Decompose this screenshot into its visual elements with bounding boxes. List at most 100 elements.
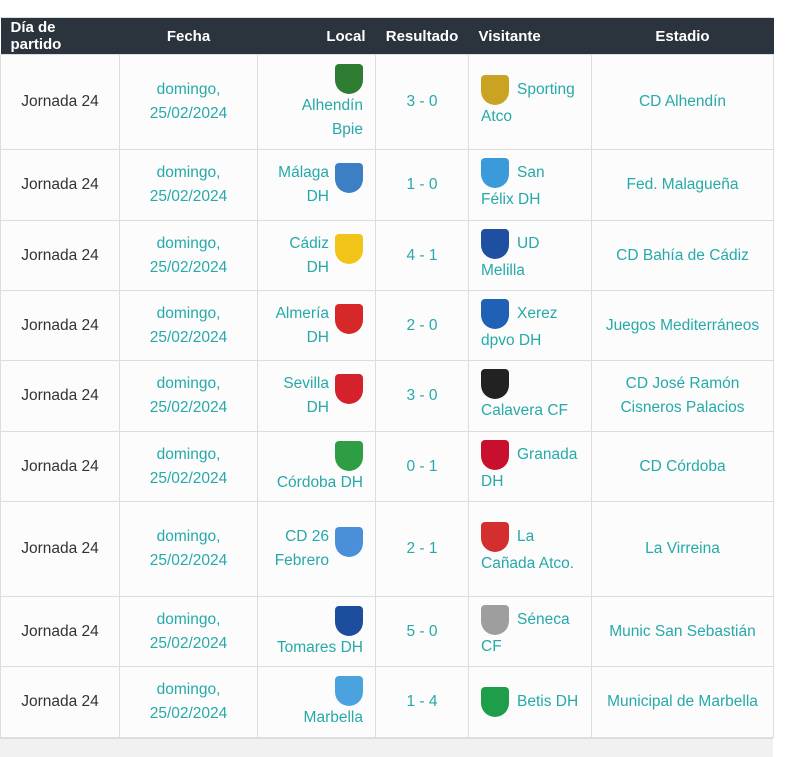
jornada-cell: Jornada 24 xyxy=(0,360,120,432)
resultado-link[interactable]: 4 - 1 xyxy=(375,220,469,291)
table-row: Jornada 24 domingo, 25/02/2024 Marbella 1 -… xyxy=(0,666,774,738)
table-row: Jornada 24 domingo, 25/02/2024 Tomares DH 5… xyxy=(0,596,774,667)
visitante-cell[interactable]: Betis DH xyxy=(468,666,592,738)
resultado-link[interactable]: 1 - 0 xyxy=(375,149,469,221)
visitor-team-logo-icon xyxy=(481,522,509,552)
local-team-logo-icon xyxy=(335,374,363,404)
local-cell[interactable]: CD 26 Febrero xyxy=(257,501,376,597)
table-row: Jornada 24 domingo, 25/02/2024 CD 26 Febre… xyxy=(0,501,774,597)
visitante-cell[interactable]: Sporting Atco xyxy=(468,54,592,150)
jornada-cell: Jornada 24 xyxy=(0,596,120,667)
visitor-team-name[interactable]: Granada DH xyxy=(481,445,578,490)
visitante-cell[interactable]: Séneca CF xyxy=(468,596,592,667)
visitor-team-name[interactable]: La Cañada Atco. xyxy=(481,528,575,572)
visitante-cell[interactable]: La Cañada Atco. xyxy=(468,501,592,597)
estadio-link[interactable]: CD José Ramón Cisneros Palacios xyxy=(591,360,774,432)
local-team-name[interactable]: CD 26 Febrero xyxy=(274,528,329,569)
visitor-team-name[interactable]: Xerez dpvo DH xyxy=(481,304,558,349)
fecha-link[interactable]: domingo, 25/02/2024 xyxy=(119,666,258,738)
fixtures-table: Día de partido Fecha Local Resultado Vis… xyxy=(0,18,774,738)
table-row: Jornada 24 domingo, 25/02/2024 Alhendín Bp… xyxy=(0,54,774,150)
visitor-team-name[interactable]: Séneca CF xyxy=(481,610,570,655)
jornada-cell: Jornada 24 xyxy=(0,431,120,502)
visitor-team-logo-icon xyxy=(481,75,509,105)
fecha-link[interactable]: domingo, 25/02/2024 xyxy=(119,54,258,150)
resultado-link[interactable]: 3 - 0 xyxy=(375,54,469,150)
visitante-cell[interactable]: UD Melilla xyxy=(468,220,592,291)
resultado-link[interactable]: 2 - 1 xyxy=(375,501,469,597)
fecha-link[interactable]: domingo, 25/02/2024 xyxy=(119,596,258,667)
table-row: Jornada 24 domingo, 25/02/2024 Almería DH 2… xyxy=(0,290,774,361)
local-team-name[interactable]: Alhendín Bpie xyxy=(301,97,363,138)
fecha-link[interactable]: domingo, 25/02/2024 xyxy=(119,360,258,432)
table-row: Jornada 24 domingo, 25/02/2024 Córdoba DH 0… xyxy=(0,431,774,502)
estadio-link[interactable]: CD Alhendín xyxy=(591,54,774,150)
local-team-logo-icon xyxy=(335,605,363,636)
local-team-name[interactable]: Cádiz DH xyxy=(289,234,329,276)
header-estadio: Estadio xyxy=(591,18,774,55)
visitante-cell[interactable]: Calavera CF xyxy=(468,360,592,432)
table-header: Día de partido Fecha Local Resultado Vis… xyxy=(0,18,774,55)
local-team-logo-icon xyxy=(335,233,363,264)
estadio-link[interactable]: CD Córdoba xyxy=(591,431,774,502)
resultado-link[interactable]: 5 - 0 xyxy=(375,596,469,667)
estadio-link[interactable]: Municipal de Marbella xyxy=(591,666,774,738)
header-visitante: Visitante xyxy=(468,18,592,55)
visitor-team-name[interactable]: UD Melilla xyxy=(481,234,540,279)
local-cell[interactable]: Alhendín Bpie xyxy=(257,54,376,150)
local-team-name[interactable]: Tomares DH xyxy=(276,638,363,656)
fecha-link[interactable]: domingo, 25/02/2024 xyxy=(119,149,258,221)
local-team-name[interactable]: Sevilla DH xyxy=(283,375,329,416)
estadio-link[interactable]: La Virreina xyxy=(591,501,774,597)
jornada-cell: Jornada 24 xyxy=(0,501,120,597)
local-team-name[interactable]: Almería DH xyxy=(275,304,329,346)
header-resultado: Resultado xyxy=(375,18,469,55)
resultado-link[interactable]: 0 - 1 xyxy=(375,431,469,502)
fixtures-table-wrapper: Día de partido Fecha Local Resultado Vis… xyxy=(0,17,774,738)
header-fecha: Fecha xyxy=(119,18,258,55)
fecha-link[interactable]: domingo, 25/02/2024 xyxy=(119,501,258,597)
visitante-cell[interactable]: San Félix DH xyxy=(468,149,592,221)
jornada-cell: Jornada 24 xyxy=(0,290,120,361)
local-team-logo-icon xyxy=(335,303,363,334)
visitante-cell[interactable]: Granada DH xyxy=(468,431,592,502)
table-row: Jornada 24 domingo, 25/02/2024 Sevilla DH 3… xyxy=(0,360,774,432)
visitor-team-logo-icon xyxy=(481,687,509,717)
local-team-logo-icon xyxy=(335,64,363,94)
local-team-name[interactable]: Córdoba DH xyxy=(276,473,363,491)
header-jornada: Día de partido xyxy=(0,18,120,55)
jornada-cell: Jornada 24 xyxy=(0,54,120,150)
local-team-logo-icon xyxy=(335,163,363,193)
local-team-logo-icon xyxy=(335,440,363,471)
local-cell[interactable]: Almería DH xyxy=(257,290,376,361)
resultado-link[interactable]: 1 - 4 xyxy=(375,666,469,738)
estadio-link[interactable]: Juegos Mediterráneos xyxy=(591,290,774,361)
visitor-team-logo-icon xyxy=(481,298,509,329)
local-cell[interactable]: Marbella xyxy=(257,666,376,738)
fecha-link[interactable]: domingo, 25/02/2024 xyxy=(119,290,258,361)
local-cell[interactable]: Sevilla DH xyxy=(257,360,376,432)
resultado-link[interactable]: 2 - 0 xyxy=(375,290,469,361)
fecha-link[interactable]: domingo, 25/02/2024 xyxy=(119,220,258,291)
header-local: Local xyxy=(257,18,376,55)
visitor-team-logo-icon xyxy=(481,369,509,399)
visitante-cell[interactable]: Xerez dpvo DH xyxy=(468,290,592,361)
local-team-name[interactable]: Marbella xyxy=(303,709,363,726)
visitor-team-name[interactable]: Betis DH xyxy=(517,693,579,711)
local-cell[interactable]: Cádiz DH xyxy=(257,220,376,291)
visitor-team-logo-icon xyxy=(481,604,509,635)
local-cell[interactable]: Tomares DH xyxy=(257,596,376,667)
visitor-team-name[interactable]: Sporting Atco xyxy=(481,81,575,125)
local-cell[interactable]: Córdoba DH xyxy=(257,431,376,502)
estadio-link[interactable]: Munic San Sebastián xyxy=(591,596,774,667)
table-row: Jornada 24 domingo, 25/02/2024 Málaga DH 1 … xyxy=(0,149,774,221)
resultado-link[interactable]: 3 - 0 xyxy=(375,360,469,432)
estadio-link[interactable]: Fed. Malagueña xyxy=(591,149,774,221)
visitor-team-name[interactable]: Calavera CF xyxy=(481,402,568,419)
estadio-link[interactable]: CD Bahía de Cádiz xyxy=(591,220,774,291)
visitor-team-name[interactable]: San Félix DH xyxy=(481,164,545,208)
local-cell[interactable]: Málaga DH xyxy=(257,149,376,221)
local-team-name[interactable]: Málaga DH xyxy=(278,164,329,205)
fecha-link[interactable]: domingo, 25/02/2024 xyxy=(119,431,258,502)
jornada-cell: Jornada 24 xyxy=(0,666,120,738)
